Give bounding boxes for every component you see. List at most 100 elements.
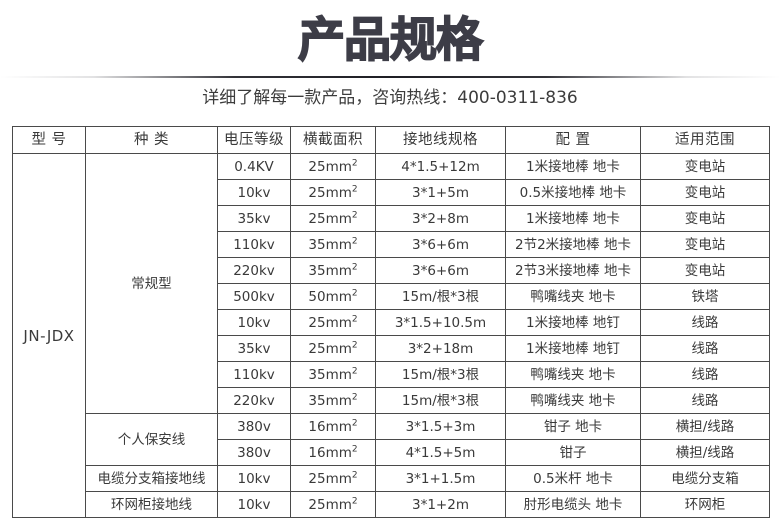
cell-kind: 个人保安线 bbox=[85, 413, 218, 466]
cell-config: 1米接地棒 地卡 bbox=[505, 153, 641, 180]
cell-area: 25mm2 bbox=[290, 491, 376, 518]
column-header-model: 型 号 bbox=[12, 126, 86, 154]
column-header-scope: 适用范围 bbox=[640, 126, 770, 154]
cell-voltage: 380v bbox=[217, 439, 291, 466]
cell-area-value: 35mm bbox=[308, 366, 352, 383]
cell-area: 35mm2 bbox=[290, 257, 376, 284]
cell-area-value: 16mm bbox=[308, 418, 352, 435]
table-row: JN-JDX 常规型 0.4KV 25mm2 4*1.5+12m 1米接地棒 地卡 变电站 bbox=[12, 153, 770, 518]
cell-config: 0.5米接地棒 地卡 bbox=[505, 179, 641, 206]
cell-voltage: 10kv bbox=[217, 465, 291, 492]
cell-area-exponent: 2 bbox=[351, 288, 358, 298]
cell-voltage: 10kv bbox=[217, 491, 291, 518]
cell-area-value: 25mm bbox=[308, 210, 352, 227]
cell-spec: 3*1.5+3m bbox=[375, 413, 506, 440]
cell-scope: 横担/线路 bbox=[640, 439, 770, 466]
cell-scope: 变电站 bbox=[640, 205, 770, 232]
cell-area: 25mm2 bbox=[290, 335, 376, 362]
spec-table-container: 型 号种 类电压等级 横截面积 接地线规格配 置适用范围 JN-JDX 常规型 0.4K… bbox=[12, 126, 770, 518]
cell-area-exponent: 2 bbox=[351, 158, 358, 168]
cell-scope: 铁塔 bbox=[640, 283, 770, 310]
cell-area-value: 25mm bbox=[308, 314, 352, 331]
cell-area-value: 25mm bbox=[308, 340, 352, 357]
table-row: 10kv 25mm2 3*1+5m 0.5米接地棒 地卡 变电站 bbox=[13, 179, 770, 206]
cell-area-exponent: 2 bbox=[351, 366, 358, 376]
cell-config: 鸭嘴线夹 地卡 bbox=[505, 387, 641, 414]
cell-area: 35mm2 bbox=[290, 387, 376, 414]
spec-table-head: 型 号种 类电压等级 横截面积 接地线规格配 置适用范围 bbox=[12, 126, 770, 154]
cell-area-exponent: 2 bbox=[351, 470, 358, 480]
cell-area: 25mm2 bbox=[290, 179, 376, 206]
cell-voltage: 110kv bbox=[217, 361, 291, 388]
cell-config: 1米接地棒 地钉 bbox=[505, 335, 641, 362]
cell-area: 50mm2 bbox=[290, 283, 376, 310]
cell-scope: 变电站 bbox=[640, 153, 770, 180]
cell-area-exponent: 2 bbox=[351, 444, 358, 454]
cell-area: 16mm2 bbox=[290, 439, 376, 466]
cell-scope: 变电站 bbox=[640, 179, 770, 206]
page-title: 产品规格 bbox=[297, 12, 484, 69]
cell-scope: 变电站 bbox=[640, 257, 770, 284]
cell-area: 35mm2 bbox=[290, 231, 376, 258]
cell-config: 鸭嘴线夹 地卡 bbox=[505, 283, 641, 310]
cell-area-exponent: 2 bbox=[351, 314, 358, 324]
cell-area-value: 16mm bbox=[308, 444, 352, 461]
table-row: 110kv 35mm2 3*6+6m 2节2米接地棒 地卡 变电站 bbox=[13, 231, 770, 258]
cell-area-exponent: 2 bbox=[351, 262, 358, 272]
cell-config: 1米接地棒 地钉 bbox=[505, 309, 641, 336]
spec-table-body: JN-JDX 常规型 0.4KV 25mm2 4*1.5+12m 1米接地棒 地卡 变电站 1… bbox=[12, 153, 770, 518]
cell-scope: 线路 bbox=[640, 387, 770, 414]
table-row: 个人保安线 380v 16mm2 3*1.5+3m 钳子 地卡 横担/线路 bbox=[13, 413, 770, 466]
table-row: 35kv 25mm2 3*2+18m 1米接地棒 地钉 线路 bbox=[13, 335, 770, 362]
table-row: 220kv 35mm2 3*6+6m 2节3米接地棒 地卡 变电站 bbox=[13, 257, 770, 284]
cell-kind: 常规型 bbox=[85, 153, 218, 414]
header-divider bbox=[0, 76, 780, 78]
cell-config: 鸭嘴线夹 地卡 bbox=[505, 361, 641, 388]
cell-voltage: 35kv bbox=[217, 205, 291, 232]
cell-voltage: 0.4KV bbox=[217, 153, 291, 180]
cell-area-exponent: 2 bbox=[351, 392, 358, 402]
cell-area-value: 25mm bbox=[308, 184, 352, 201]
cell-spec: 3*1.5+10.5m bbox=[375, 309, 506, 336]
cell-area-exponent: 2 bbox=[351, 236, 358, 246]
column-header-spec: 接地线规格 bbox=[375, 126, 506, 154]
cell-area-value: 50mm bbox=[308, 288, 352, 305]
table-row: 35kv 25mm2 3*2+8m 1米接地棒 地卡 变电站 bbox=[13, 205, 770, 232]
cell-spec: 15m/根*3根 bbox=[375, 283, 506, 310]
cell-area-exponent: 2 bbox=[351, 418, 358, 428]
cell-area-value: 25mm bbox=[308, 158, 352, 175]
cell-area-exponent: 2 bbox=[351, 340, 358, 350]
cell-scope: 电缆分支箱 bbox=[640, 465, 770, 492]
cell-spec: 3*6+6m bbox=[375, 231, 506, 258]
cell-area-exponent: 2 bbox=[351, 210, 358, 220]
cell-spec: 4*1.5+12m bbox=[375, 153, 506, 180]
cell-area-value: 35mm bbox=[308, 392, 352, 409]
cell-area-exponent: 2 bbox=[351, 496, 358, 506]
table-row: 220kv 35mm2 15m/根*3根 鸭嘴线夹 地卡 线路 bbox=[13, 387, 770, 414]
spec-table: 型 号种 类电压等级 横截面积 接地线规格配 置适用范围 JN-JDX 常规型 0.4K… bbox=[12, 126, 770, 518]
cell-spec: 3*6+6m bbox=[375, 257, 506, 284]
cell-spec: 3*2+8m bbox=[375, 205, 506, 232]
cell-area-value: 35mm bbox=[308, 262, 352, 279]
cell-voltage: 10kv bbox=[217, 309, 291, 336]
cell-scope: 线路 bbox=[640, 361, 770, 388]
cell-voltage: 500kv bbox=[217, 283, 291, 310]
table-row: 500kv 50mm2 15m/根*3根 鸭嘴线夹 地卡 铁塔 bbox=[13, 283, 770, 310]
cell-area-value: 25mm bbox=[308, 470, 352, 487]
cell-model: JN-JDX bbox=[12, 153, 86, 518]
column-header-config: 配 置 bbox=[505, 126, 641, 154]
cell-scope: 变电站 bbox=[640, 231, 770, 258]
cell-config: 2节3米接地棒 地卡 bbox=[505, 257, 641, 284]
cell-spec: 3*1+1.5m bbox=[375, 465, 506, 492]
cell-config: 肘形电缆头 地卡 bbox=[505, 491, 641, 518]
cell-kind: 电缆分支箱接地线 bbox=[85, 465, 218, 492]
cell-spec: 15m/根*3根 bbox=[375, 387, 506, 414]
cell-config: 0.5米杆 地卡 bbox=[505, 465, 641, 492]
cell-voltage: 380v bbox=[217, 413, 291, 440]
cell-area: 25mm2 bbox=[290, 309, 376, 336]
cell-area: 35mm2 bbox=[290, 361, 376, 388]
cell-area: 25mm2 bbox=[290, 205, 376, 232]
page-header: 产品规格 详细了解每一款产品，咨询热线：400-0311-836 bbox=[0, 0, 780, 122]
column-header-kind: 种 类 bbox=[85, 126, 218, 154]
